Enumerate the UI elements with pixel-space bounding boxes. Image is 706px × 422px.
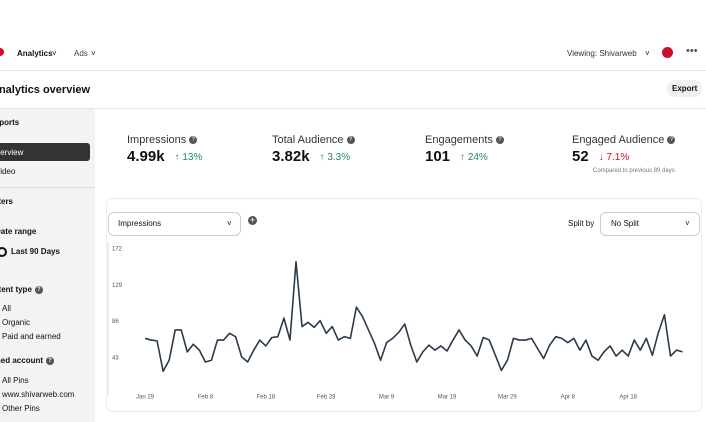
metric-label-text: Impressions	[127, 134, 187, 146]
sidebar	[0, 109, 95, 422]
avatar[interactable]	[662, 47, 673, 58]
help-icon[interactable]: ?	[346, 136, 355, 145]
x-tick-label: Apr 18	[619, 395, 637, 401]
chevron: ˅	[685, 219, 690, 228]
chevron: ˅	[227, 219, 232, 228]
metric-label: Engagements?	[425, 134, 504, 146]
option[interactable]: Organic	[2, 318, 31, 327]
x-tick-label: Mar 19	[438, 395, 457, 401]
export-button[interactable]: Export	[667, 80, 703, 97]
filter-title-text: Claimed account	[0, 356, 44, 365]
divider	[0, 108, 706, 109]
dropdown-value: No Split	[611, 219, 640, 228]
x-tick-label: Mar 9	[379, 395, 395, 401]
section-title: Filters	[0, 197, 14, 206]
split-label: Split by	[568, 219, 595, 228]
metric-value: 3.82k	[272, 148, 310, 165]
metric-label-text: Total Audience	[272, 134, 344, 146]
metric-change: ↑ 3.3%	[319, 152, 351, 163]
comparison-note: Compared to previous 89 days	[593, 168, 675, 174]
metric-change: ↑ 24%	[460, 152, 488, 163]
logo	[0, 48, 4, 56]
metric-label: Total Audience?	[272, 134, 355, 146]
help-icon[interactable]: ?	[46, 356, 55, 365]
filter-title-text: Content type	[0, 285, 32, 294]
metric-change-text: 13%	[182, 152, 203, 163]
metric-change-text: 24%	[467, 152, 488, 163]
selected-item[interactable]	[0, 143, 90, 161]
y-tick-label: 43	[112, 355, 119, 361]
x-tick-label: Jan 29	[136, 395, 155, 401]
metric-value: 4.99k	[127, 148, 165, 165]
x-tick-label: Feb 28	[317, 395, 336, 401]
metric-change: ↓ 7.1%	[598, 152, 630, 163]
help-icon[interactable]: ?	[495, 136, 504, 145]
help-icon[interactable]: ?	[34, 285, 43, 294]
option[interactable]: Other Pins	[2, 404, 40, 413]
nav-item[interactable]: Analytics	[17, 49, 53, 58]
nav-item[interactable]: Video	[0, 167, 16, 176]
page-title: Analytics overview	[0, 84, 91, 96]
chevron: ˅	[645, 49, 650, 58]
metric-label: Engaged Audience?	[572, 134, 676, 146]
option[interactable]: www.shivarweb.com	[2, 390, 75, 399]
x-tick-label: Feb 18	[256, 395, 275, 401]
option[interactable]: All	[2, 304, 11, 313]
metric-change: ↑ 13%	[174, 152, 203, 163]
metric-change-text: 3.3%	[327, 152, 351, 163]
help-icon[interactable]: ?	[189, 136, 198, 145]
more-menu[interactable]: •••	[686, 45, 698, 57]
filter-title: Date range	[0, 227, 37, 236]
nav-item[interactable]: Ads	[74, 49, 88, 58]
filter-title: Claimed account?	[0, 356, 55, 365]
metric-value: 101	[425, 148, 451, 165]
metric-label-text: Engaged Audience	[572, 134, 665, 146]
help-icon[interactable]: ?	[667, 136, 676, 145]
x-tick-label: Feb 8	[198, 395, 214, 401]
chart-card	[106, 198, 702, 412]
divider	[0, 187, 95, 188]
y-tick-label: 86	[112, 319, 119, 325]
option[interactable]: All Pins	[2, 376, 29, 385]
viewing-account[interactable]: Viewing: Shivarweb	[567, 49, 637, 58]
chevron: ˅	[52, 49, 57, 58]
x-tick-label: Mar 29	[498, 395, 517, 401]
radio[interactable]	[0, 247, 7, 257]
metric-value: 52	[572, 148, 589, 165]
dropdown-value: Impressions	[118, 219, 162, 228]
y-tick-label: 129	[112, 283, 123, 289]
chart: 43 86 129 172 Jan 29 Feb 8 Feb 18 Feb 28 Mar 9 Ma…	[107, 242, 683, 401]
section-title: Reports	[0, 118, 20, 127]
option[interactable]: Paid and earned	[2, 332, 61, 341]
divider	[0, 70, 706, 71]
metric-label-text: Engagements	[425, 134, 493, 146]
metric-label: Impressions?	[127, 134, 198, 146]
split-dropdown[interactable]	[600, 212, 700, 236]
metric-change-text: 7.1%	[606, 152, 630, 163]
metric-dropdown[interactable]	[108, 212, 241, 236]
nav-item[interactable]: Overview	[0, 148, 24, 157]
filter-title: Content type?	[0, 285, 43, 294]
chevron: ˅	[91, 49, 96, 58]
x-tick-label: Apr 8	[561, 395, 576, 401]
line-series	[144, 260, 683, 373]
y-tick-label: 172	[112, 247, 123, 253]
date-range[interactable]: Last 90 Days	[11, 247, 60, 256]
add-button[interactable]: +	[248, 215, 257, 225]
